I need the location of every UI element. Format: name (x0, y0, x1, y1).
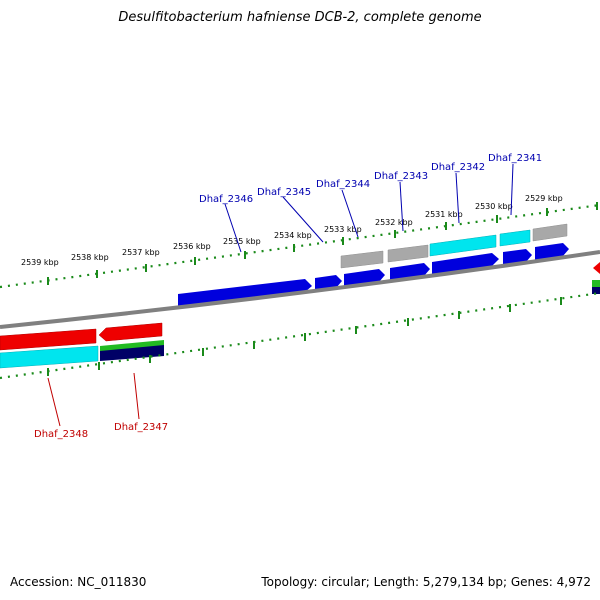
lower-strand-track (0, 262, 600, 369)
gene-arrow[interactable] (429, 234, 497, 257)
tick-label: 2535 kbp (223, 237, 261, 246)
gene-label[interactable]: Dhaf_2344 (316, 179, 370, 190)
tick-label: 2537 kbp (122, 248, 160, 257)
gene-label[interactable]: Dhaf_2343 (374, 171, 428, 182)
gene-arrow[interactable] (387, 244, 429, 263)
gene-arrow[interactable] (432, 253, 499, 275)
tick-label: 2539 kbp (21, 258, 59, 267)
scale-labels: 2539 kbp 2538 kbp 2537 kbp 2536 kbp 2535… (21, 194, 563, 267)
callout-line (455, 172, 460, 224)
tick-label: 2536 kbp (173, 242, 211, 251)
tick-label: 2533 kbp (324, 225, 362, 234)
callout-line (510, 163, 514, 216)
tick-label: 2532 kbp (375, 218, 413, 227)
tick-label: 2530 kbp (475, 202, 513, 211)
gene-arrow[interactable] (592, 287, 600, 294)
tick-label: 2529 kbp (525, 194, 563, 203)
top-scale (0, 202, 600, 289)
top-scale-dots (0, 203, 600, 289)
gene-label[interactable]: Dhaf_2345 (257, 187, 311, 198)
genome-backbone (0, 250, 600, 329)
callout-line (133, 372, 140, 420)
gene-arrow[interactable] (178, 279, 312, 307)
bottom-scale (0, 291, 600, 380)
upper-strand-track (340, 223, 568, 269)
callout-line (341, 189, 359, 238)
gene-label[interactable]: Dhaf_2346 (199, 194, 253, 205)
gene-arrow[interactable] (593, 262, 600, 274)
gene-arrow[interactable] (0, 328, 97, 351)
gene-arrow[interactable] (0, 345, 99, 369)
callout-line (224, 203, 242, 253)
tick-label: 2531 kbp (425, 210, 463, 219)
gene-arrow[interactable] (532, 223, 568, 242)
callout-line (282, 196, 324, 243)
gene-arrow[interactable] (340, 250, 384, 269)
callout-line (47, 377, 61, 427)
callout-lines (47, 163, 514, 427)
gene-label[interactable]: Dhaf_2342 (431, 162, 485, 173)
gene-label[interactable]: Dhaf_2341 (488, 153, 542, 164)
callout-line (399, 181, 404, 232)
tick-label: 2534 kbp (274, 231, 312, 240)
gene-label[interactable]: Dhaf_2347 (114, 422, 168, 433)
gene-arrow[interactable] (592, 280, 600, 287)
gene-arrow[interactable] (98, 322, 163, 342)
bottom-scale-dots (0, 291, 600, 380)
gene-label[interactable]: Dhaf_2348 (34, 429, 88, 440)
map-title: Desulfitobacterium hafniense DCB-2, comp… (118, 10, 482, 25)
gene-labels: Dhaf_2346 Dhaf_2345 Dhaf_2344 Dhaf_2343 … (34, 153, 542, 440)
gene-arrow[interactable] (100, 345, 164, 361)
tick-label: 2538 kbp (71, 253, 109, 262)
genome-stats-text: Topology: circular; Length: 5,279,134 bp… (261, 575, 591, 589)
accession-text: Accession: NC_011830 (10, 575, 147, 589)
gene-arrow[interactable] (499, 229, 531, 247)
